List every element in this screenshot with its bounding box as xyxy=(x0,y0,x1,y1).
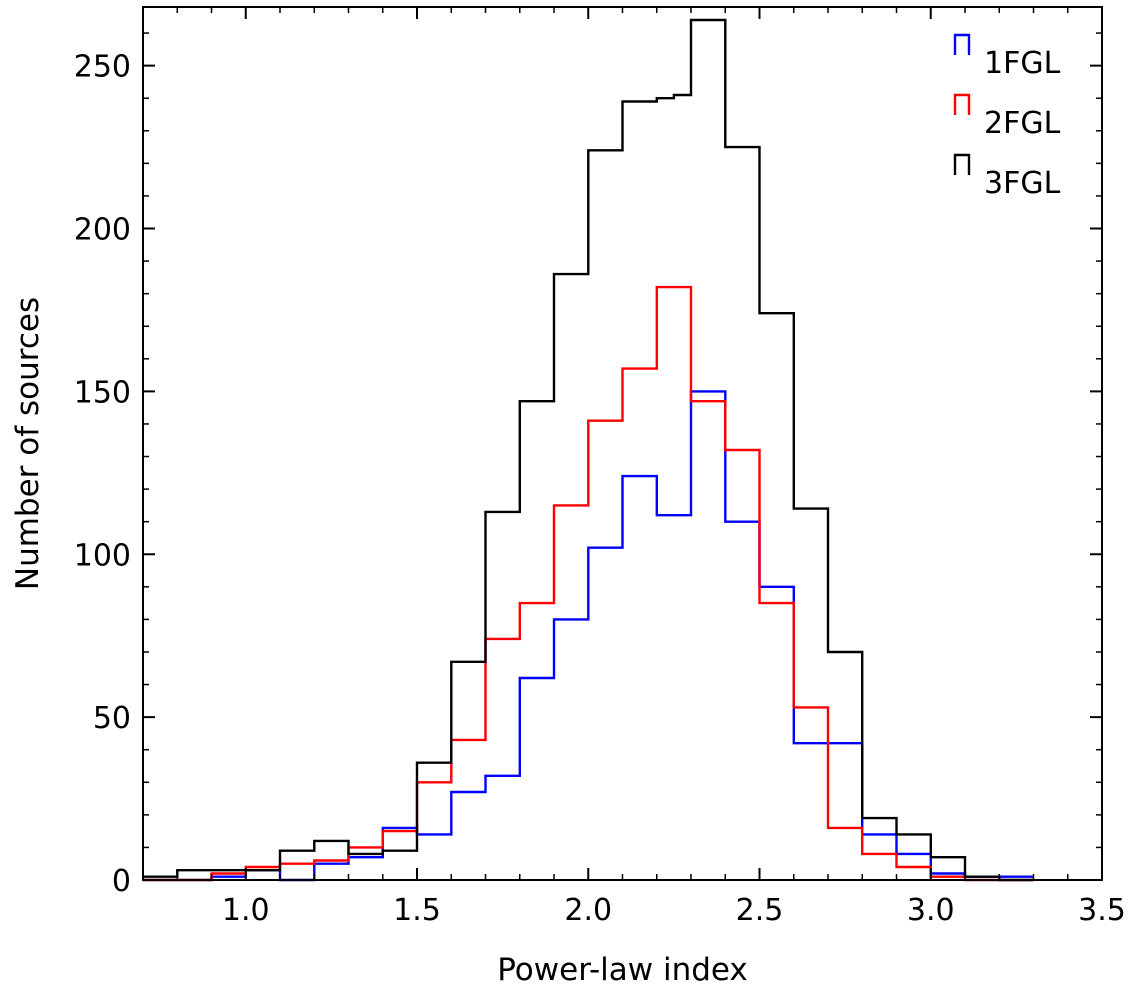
y-tick-label: 200 xyxy=(74,213,131,248)
legend-label-2fgl: 2FGL xyxy=(984,106,1061,141)
y-tick-label: 150 xyxy=(74,375,131,410)
legend-swatch-3fgl xyxy=(953,153,971,175)
y-tick-label: 50 xyxy=(93,701,131,736)
x-tick-label: 3.5 xyxy=(1078,893,1126,928)
legend-label-3fgl: 3FGL xyxy=(984,166,1061,201)
y-tick-label: 250 xyxy=(74,50,131,85)
x-tick-label: 1.0 xyxy=(222,893,270,928)
x-axis-label: Power-law index xyxy=(497,952,748,988)
series-line-2fgl xyxy=(143,285,1034,882)
x-tick-label: 2.0 xyxy=(564,893,612,928)
series-layer xyxy=(143,18,1034,882)
legend-label-1fgl: 1FGL xyxy=(984,46,1061,81)
y-axis-label: Number of sources xyxy=(10,297,46,590)
legend-swatch-1fgl xyxy=(953,33,971,55)
y-tick-label: 100 xyxy=(74,538,131,573)
legend-swatch-2fgl xyxy=(953,93,971,115)
legend: 1FGL 2FGL 3FGL xyxy=(953,33,1061,201)
x-tick-label: 3.0 xyxy=(907,893,955,928)
x-tick-label: 2.5 xyxy=(736,893,784,928)
series-line-3fgl xyxy=(143,18,1034,882)
y-tick-label: 0 xyxy=(112,864,131,899)
x-tick-label: 1.5 xyxy=(393,893,441,928)
axes-layer: 1.0 1.5 2.0 2.5 3.0 3.5 0 50 100 150 200 250 xyxy=(74,7,1126,928)
